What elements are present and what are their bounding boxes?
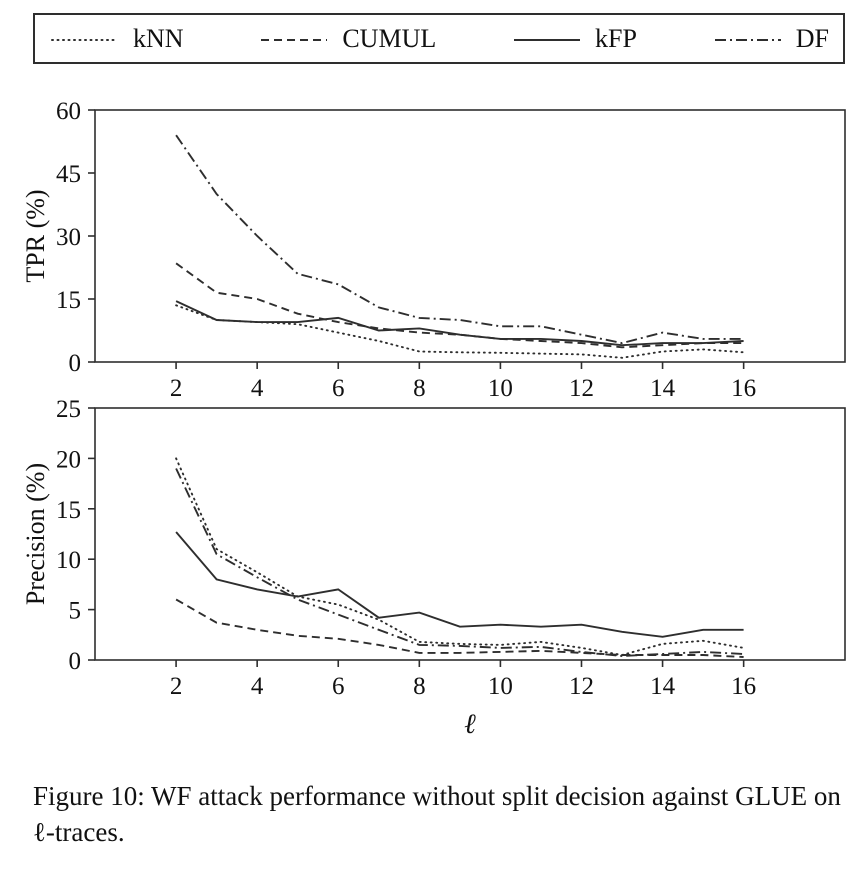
x-tick-label: 2 — [170, 673, 183, 700]
x-tick-label: 10 — [488, 375, 513, 402]
x-tick-label: 4 — [251, 375, 264, 402]
series-line-df — [175, 468, 744, 657]
x-tick-label: 12 — [569, 375, 594, 402]
legend-line-sample-solid — [514, 38, 581, 41]
legend-label: kNN — [133, 23, 184, 53]
x-tick-label: 10 — [488, 673, 513, 700]
y-tick-label: 30 — [56, 224, 81, 251]
legend-label: kFP — [595, 23, 637, 53]
legend-item-kfp: kFP — [511, 24, 637, 54]
charts-canvas: 0 15 30 45 60 2 4 6 8 10 12 14 16 TPR (%) 0 5 10 15 20 25 2 4… — [21, 98, 846, 740]
x-tick-label: 6 — [332, 375, 345, 402]
plot-frame — [94, 407, 846, 661]
y-axis-label: Precision (%) — [21, 463, 50, 605]
legend-label: DF — [795, 23, 829, 53]
series-line-knn — [175, 457, 745, 656]
legend-label: CUMUL — [342, 23, 437, 53]
y-tick-label: 0 — [69, 648, 82, 675]
y-tick-label: 15 — [56, 497, 81, 524]
legend-line-sample-dashdot — [714, 38, 781, 41]
y-tick-label: 60 — [56, 98, 81, 125]
series-line-knn — [175, 304, 745, 359]
x-tick-label: 8 — [413, 673, 426, 700]
legend-item-cumul: CUMUL — [258, 24, 436, 54]
legend-item-df: DF — [712, 24, 829, 54]
legend-item-knn: kNN — [49, 24, 184, 54]
legend: kNN CUMUL kFP DF — [33, 13, 845, 64]
x-tick-label: 4 — [251, 673, 264, 700]
x-tick-label: 6 — [332, 673, 345, 700]
legend-line-sample-dashed — [261, 38, 328, 41]
x-tick-label: 8 — [413, 375, 426, 402]
series-line-kfp — [175, 531, 744, 638]
y-tick-label: 10 — [56, 547, 81, 574]
y-tick-label: 0 — [69, 350, 82, 377]
x-tick-label: 16 — [731, 375, 756, 402]
x-tick-label: 12 — [569, 673, 594, 700]
x-axis-label: ℓ — [464, 709, 476, 740]
x-tick-label: 14 — [650, 375, 676, 402]
y-tick-label: 5 — [69, 598, 82, 625]
y-tick-label: 15 — [56, 287, 81, 314]
plot-frame — [94, 109, 846, 363]
y-tick-label: 45 — [56, 161, 81, 188]
series-line-cumul — [175, 262, 744, 349]
y-tick-label: 20 — [56, 446, 81, 473]
legend-line-sample-dotted — [51, 38, 119, 41]
series-line-df — [175, 134, 744, 345]
series-line-cumul — [175, 598, 744, 658]
series-line-kfp — [175, 300, 744, 347]
y-tick-label: 25 — [56, 396, 81, 423]
y-axis-label: TPR (%) — [21, 189, 50, 282]
figure-caption: Figure 10: WF attack performance without… — [33, 781, 841, 847]
x-tick-label: 16 — [731, 673, 756, 700]
x-tick-label: 14 — [650, 673, 676, 700]
x-tick-label: 2 — [170, 375, 183, 402]
